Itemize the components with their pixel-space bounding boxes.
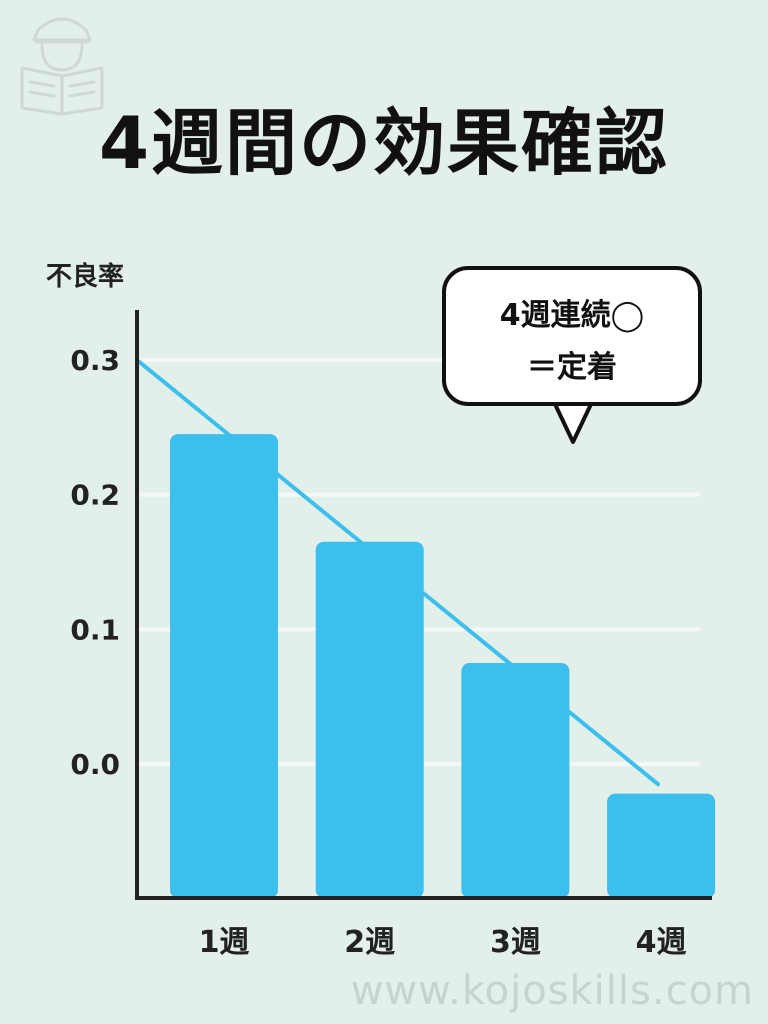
x-tick-label: 4週 — [636, 925, 687, 960]
watermark: www.kojoskills.com — [350, 968, 754, 1014]
callout-bubble: 4週連続◯ ＝定着 — [442, 266, 702, 406]
x-tick-label: 2週 — [344, 925, 395, 960]
y-tick-label: 0.1 — [70, 613, 120, 646]
y-tick-label: 0.0 — [70, 748, 120, 781]
bar — [607, 793, 716, 898]
y-tick-label: 0.3 — [70, 344, 120, 377]
callout-tail — [552, 402, 594, 444]
y-axis-label: 不良率 — [46, 262, 125, 292]
x-tick-label: 1週 — [199, 925, 250, 960]
bar — [315, 541, 424, 898]
bar — [170, 434, 278, 898]
trend-line — [135, 358, 660, 787]
bar — [461, 663, 570, 898]
page-title: 4週間の効果確認 — [98, 101, 670, 185]
callout-line-2: ＝定着 — [527, 350, 617, 385]
y-tick-label: 0.2 — [70, 479, 120, 512]
callout-line-1: 4週連続◯ — [499, 298, 645, 333]
x-tick-label: 3週 — [490, 925, 541, 960]
reading-person-icon — [20, 17, 104, 116]
